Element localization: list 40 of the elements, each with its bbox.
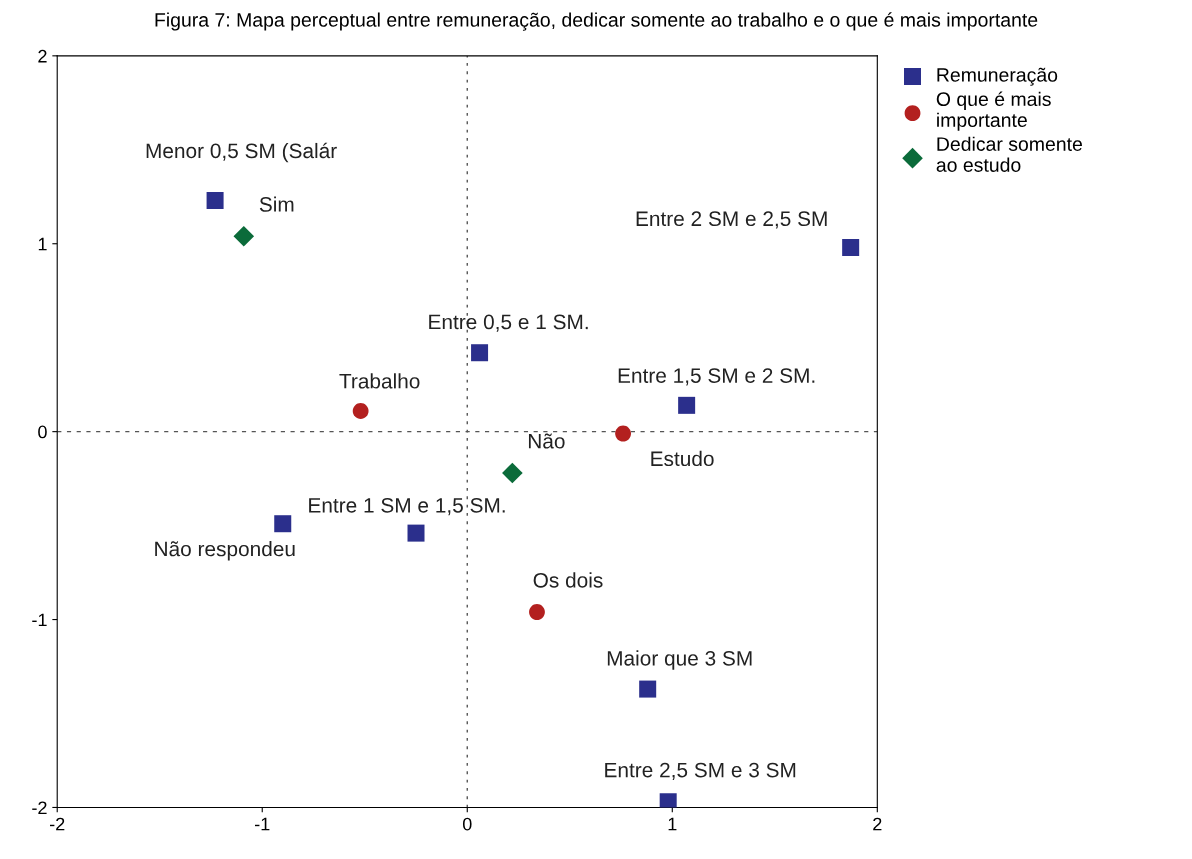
legend-label: Remuneração xyxy=(937,67,1058,86)
point xyxy=(407,524,425,542)
annotation: Os dois xyxy=(533,572,603,588)
annotation: Não respondeu xyxy=(155,541,295,561)
point xyxy=(529,604,545,620)
point xyxy=(206,192,224,210)
point xyxy=(471,344,489,362)
x-tick-label: 0 xyxy=(462,817,472,831)
point xyxy=(274,515,292,533)
y-tick-label: 0 xyxy=(38,425,47,439)
annotation: Trabalho xyxy=(339,373,420,389)
annotation: Não xyxy=(528,433,565,449)
point xyxy=(842,238,860,256)
point xyxy=(233,225,255,247)
annotation: Entre 1 SM e 1,5 SM. xyxy=(309,497,505,516)
annotation: Maior que 3 SM xyxy=(607,650,752,670)
x-tick-label: 1 xyxy=(668,817,677,831)
legend-label: Dedicar somente ao estudo xyxy=(936,136,1082,172)
point xyxy=(352,403,369,419)
y-tick-label: -2 xyxy=(32,801,47,814)
y-tick-label: 2 xyxy=(38,49,47,63)
annotation: Entre 2,5 SM e 3 SM xyxy=(605,762,796,780)
annotation: Sim xyxy=(259,196,294,212)
y-tick-label: 1 xyxy=(38,237,47,251)
x-tick-label: -1 xyxy=(255,817,270,831)
annotation: Entre 0,5 e 1 SM. xyxy=(429,314,588,332)
x-tick-label: -2 xyxy=(49,817,65,831)
point xyxy=(615,425,631,442)
chart-title: Figura 7: Mapa perceptual entre remuneração, dedicar somente ao trabalho e o que é mais importante xyxy=(155,12,1038,31)
point xyxy=(659,793,677,808)
annotation: Menor 0,5 SM (Salár xyxy=(146,142,337,163)
annotation: Entre 1,5 SM e 2 SM. xyxy=(618,368,815,386)
point xyxy=(678,396,696,414)
point xyxy=(502,462,523,484)
point xyxy=(639,680,657,698)
annotation: Estudo xyxy=(651,450,714,467)
legend-label: O que é mais importante xyxy=(936,91,1051,131)
annotation: Entre 2 SM e 2,5 SM xyxy=(636,211,827,229)
y-tick-label: -1 xyxy=(32,613,47,627)
x-tick-label: 2 xyxy=(873,817,882,831)
